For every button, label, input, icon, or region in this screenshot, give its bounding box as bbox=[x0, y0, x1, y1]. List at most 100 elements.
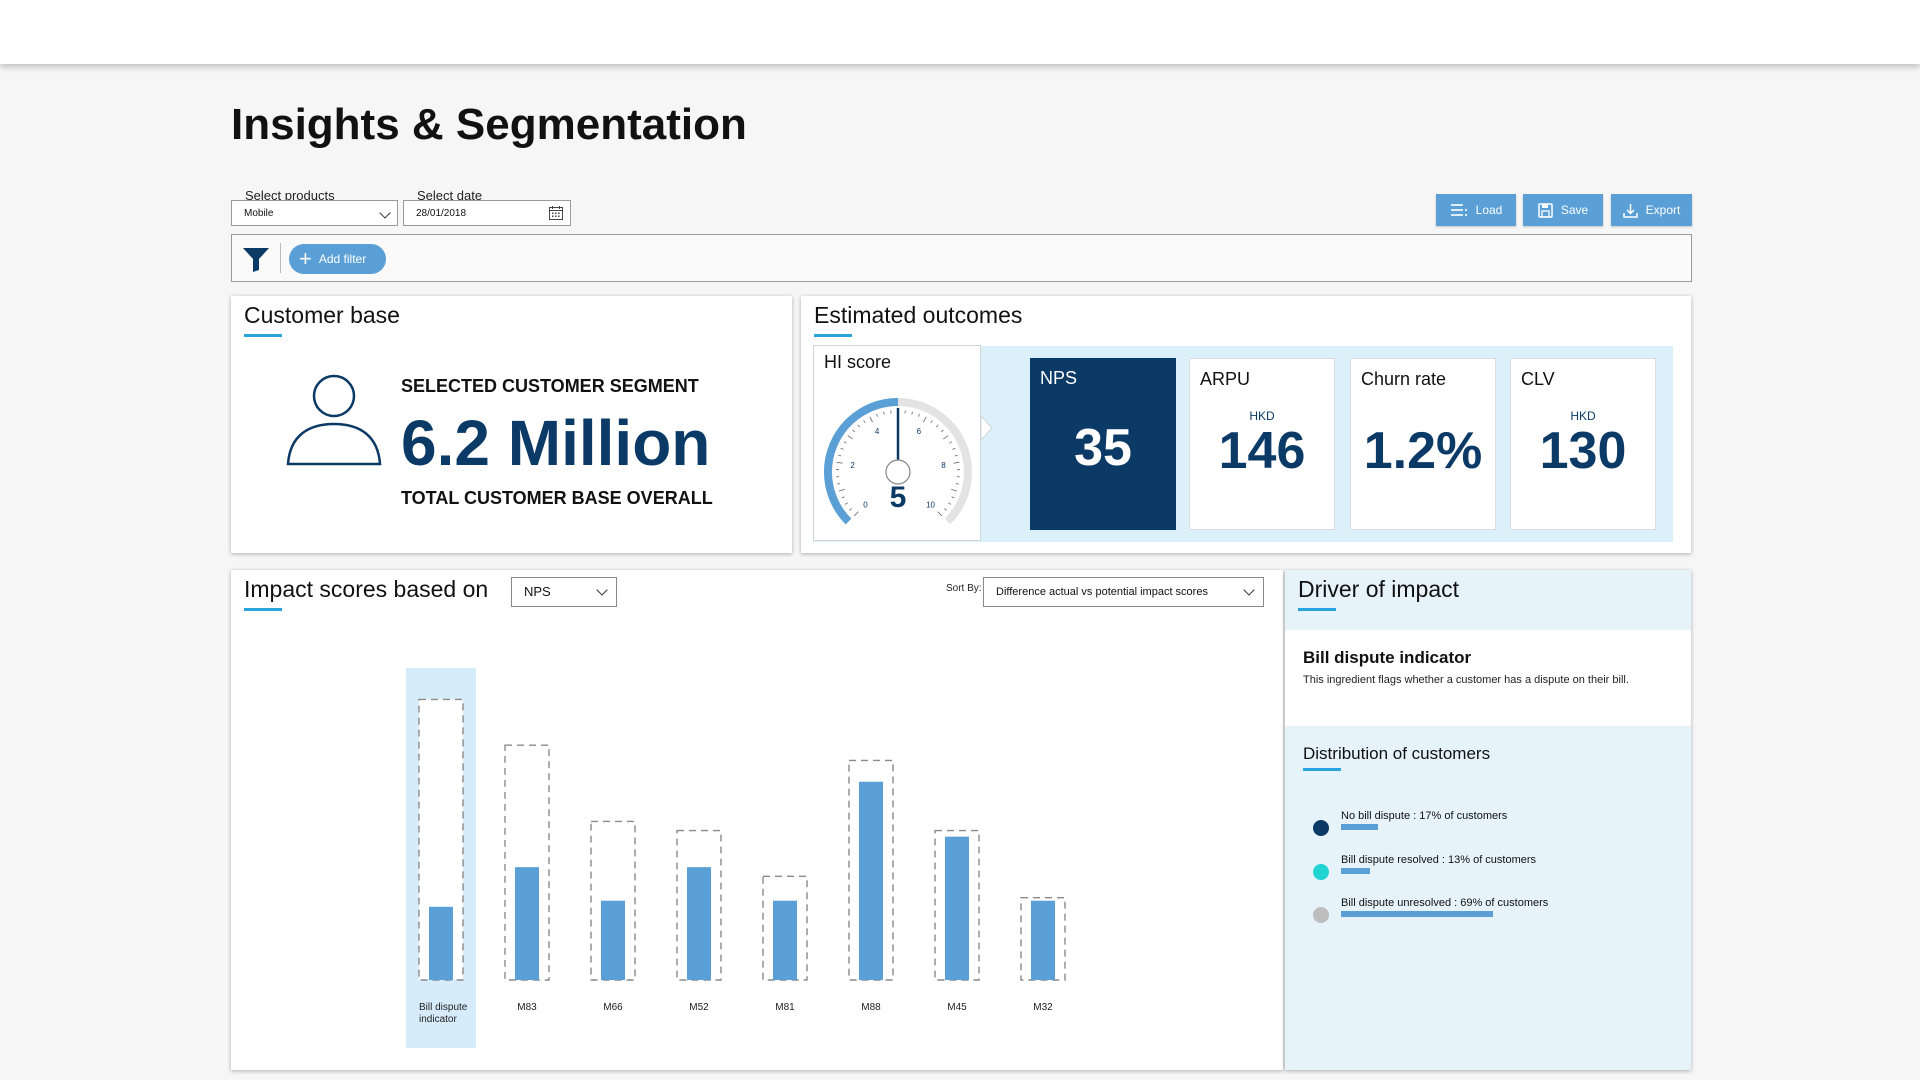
metric-card-churn-rate[interactable]: Churn rate 1.2% bbox=[1350, 358, 1496, 530]
legend-label: Bill dispute unresolved : 69% of custome… bbox=[1341, 897, 1549, 909]
gauge-tick-label: 8 bbox=[941, 461, 946, 470]
card-title: Driver of impact bbox=[1298, 576, 1460, 602]
gauge-hub bbox=[885, 459, 911, 485]
title-underline bbox=[814, 334, 852, 337]
gauge-tick bbox=[838, 488, 845, 492]
gauge-fill bbox=[824, 398, 899, 525]
gauge-tick bbox=[943, 435, 949, 440]
driver-description: This ingredient flags whether a customer… bbox=[1303, 674, 1629, 686]
card-title: Impact scores based on bbox=[244, 576, 489, 602]
actual-bar bbox=[429, 906, 453, 980]
save-button[interactable]: Save bbox=[1523, 194, 1603, 226]
legend-dot bbox=[1313, 864, 1329, 880]
calendar-icon[interactable] bbox=[548, 205, 564, 221]
metric-unit: HKD bbox=[1570, 409, 1596, 423]
gauge-tick bbox=[941, 429, 944, 433]
user-icon bbox=[286, 374, 382, 466]
actual-bar bbox=[515, 867, 539, 980]
category-label: M66 bbox=[603, 1002, 623, 1013]
metric-card-nps[interactable]: NPS 35 bbox=[1030, 358, 1176, 530]
gauge-tick bbox=[849, 508, 852, 511]
metric-value: 130 bbox=[1539, 422, 1627, 480]
gauge-tick bbox=[857, 424, 860, 428]
add-filter-button[interactable]: + Add filter bbox=[289, 244, 386, 274]
legend-bar bbox=[1341, 911, 1493, 917]
category-label: M81 bbox=[775, 1002, 795, 1013]
gauge-tick bbox=[936, 424, 939, 428]
page-title: Insights & Segmentation bbox=[231, 100, 747, 149]
card-title: Estimated outcomes bbox=[814, 302, 1023, 328]
metric-label: CLV bbox=[1521, 369, 1555, 389]
actual-bar bbox=[1031, 900, 1055, 980]
legend-dot bbox=[1313, 907, 1329, 923]
impact-metric-select[interactable]: NPS bbox=[511, 577, 617, 607]
gauge-tick bbox=[930, 420, 933, 424]
sort-by-value: Difference actual vs potential impact sc… bbox=[996, 586, 1208, 598]
date-input[interactable]: 28/01/2018 bbox=[403, 200, 571, 226]
segment-value: 6.2 Million bbox=[401, 407, 711, 479]
gauge-tick bbox=[838, 454, 842, 457]
metric-unit: HKD bbox=[1249, 409, 1275, 423]
sort-by-label: Sort By: bbox=[946, 583, 982, 594]
gauge-tick bbox=[843, 441, 847, 444]
metric-value: 146 bbox=[1218, 422, 1306, 480]
products-value: Mobile bbox=[244, 208, 274, 219]
save-label: Save bbox=[1560, 203, 1589, 217]
driver-of-impact-card: Driver of impact Bill dispute indicator … bbox=[1285, 570, 1691, 1070]
gauge-tick bbox=[883, 411, 885, 415]
load-label: Load bbox=[1475, 203, 1503, 217]
gauge-tick bbox=[844, 502, 848, 505]
products-select[interactable]: Mobile bbox=[231, 200, 398, 226]
legend-bar bbox=[1341, 868, 1370, 874]
gauge-tick bbox=[847, 435, 853, 440]
gauge-tick bbox=[852, 429, 855, 433]
title-underline bbox=[244, 608, 282, 611]
actual-bar bbox=[601, 900, 625, 980]
gauge-tick bbox=[841, 496, 845, 499]
metric-label: NPS bbox=[1040, 368, 1078, 388]
metric-card-arpu[interactable]: ARPU HKD 146 bbox=[1189, 358, 1335, 530]
chevron-down-icon bbox=[379, 207, 391, 219]
category-label: Bill dispute indicator bbox=[419, 1002, 468, 1025]
driver-name: Bill dispute indicator bbox=[1303, 648, 1472, 667]
export-button[interactable]: Export bbox=[1611, 194, 1692, 226]
gauge-tick bbox=[951, 488, 958, 492]
category-label: M88 bbox=[861, 1002, 881, 1013]
legend-item: Bill dispute unresolved : 69% of custome… bbox=[1303, 897, 1683, 927]
distribution-title: Distribution of customers bbox=[1303, 744, 1491, 763]
export-label: Export bbox=[1645, 203, 1681, 217]
gauge-tick bbox=[869, 416, 873, 423]
hi-score-value: 5 bbox=[889, 481, 907, 514]
metric-value: 35 bbox=[1074, 419, 1132, 477]
gauge-tick-label: 2 bbox=[850, 461, 855, 470]
actual-bar bbox=[773, 900, 797, 980]
gauge-tick-label: 0 bbox=[863, 501, 868, 510]
date-field: Select date 28/01/2018 bbox=[403, 188, 571, 226]
products-label: Select products bbox=[245, 188, 335, 203]
gauge-tick bbox=[954, 454, 958, 457]
sort-by-select[interactable]: Difference actual vs potential impact sc… bbox=[983, 577, 1264, 607]
actual-bar bbox=[945, 836, 969, 980]
gauge-tick bbox=[853, 511, 859, 517]
gauge-tick bbox=[937, 511, 943, 517]
load-button[interactable]: Load bbox=[1436, 194, 1516, 226]
gauge-tick bbox=[918, 413, 920, 417]
add-filter-label: Add filter bbox=[318, 252, 367, 266]
segment-caption: TOTAL CUSTOMER BASE OVERALL bbox=[401, 488, 713, 508]
gauge-tick bbox=[836, 461, 843, 464]
hi-score-card[interactable]: HI score 0 2 4 6 8 10 5 bbox=[813, 345, 981, 541]
list-icon bbox=[1450, 204, 1467, 216]
filter-bar: + Add filter bbox=[231, 234, 1692, 282]
filter-icon[interactable] bbox=[242, 245, 270, 273]
divider bbox=[280, 243, 281, 273]
customer-base-card: Customer base SELECTED CUSTOMER SEGMENT … bbox=[231, 296, 792, 553]
gauge-tick bbox=[840, 447, 844, 450]
top-app-bar bbox=[0, 0, 1920, 64]
category-label: M83 bbox=[517, 1002, 537, 1013]
metric-card-clv[interactable]: CLV HKD 130 bbox=[1510, 358, 1656, 530]
gauge-tick bbox=[953, 461, 960, 464]
gauge-tick bbox=[949, 441, 953, 444]
category-label: M52 bbox=[689, 1002, 709, 1013]
legend-bar bbox=[1341, 824, 1378, 830]
gauge-tick bbox=[911, 411, 913, 415]
